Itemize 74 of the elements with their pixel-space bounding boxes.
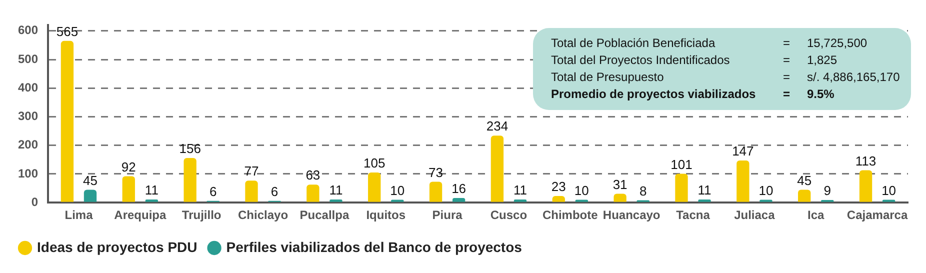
data-label: 92: [121, 159, 136, 174]
data-label: 11: [513, 182, 527, 198]
data-label: 9: [824, 183, 831, 198]
data-label: 105: [364, 156, 386, 171]
y-tick-label: 0: [31, 194, 38, 209]
data-label: 10: [574, 182, 589, 198]
x-tick-label: Trujillo: [182, 208, 222, 222]
data-label: 10: [882, 182, 896, 198]
bar: [184, 158, 196, 202]
y-tick-label: 500: [18, 52, 38, 66]
bar: [859, 170, 872, 202]
x-tick-label: Tacna: [676, 208, 710, 222]
data-label: 77: [244, 164, 259, 179]
text: Total de Población Beneficiada = 15,725,500: [551, 36, 868, 50]
data-label: 31: [612, 176, 628, 192]
data-label: 147: [732, 144, 754, 159]
data-label: 234: [486, 118, 508, 134]
bar: [490, 136, 504, 202]
y-tick-label: 100: [18, 166, 38, 180]
legend-label: Perfiles viabilizados del Banco de proyectos: [226, 238, 522, 255]
bar: [245, 180, 258, 202]
data-label: 10: [390, 182, 405, 198]
x-tick-label: Ica: [808, 208, 825, 222]
data-label: 73: [428, 164, 444, 180]
data-label: 45: [83, 172, 98, 188]
bar: [736, 160, 750, 202]
data-label: 8: [639, 183, 647, 198]
x-tick-label: Chiclayo: [238, 208, 288, 222]
x-tick-label: Cusco: [490, 208, 528, 222]
bar: [84, 190, 97, 202]
data-label: 16: [452, 181, 466, 196]
data-label: 11: [698, 182, 712, 198]
text: Total de Presupuesto = s/. 4,886,165,170: [551, 70, 900, 84]
x-tick-label: Arequipa: [114, 208, 166, 222]
x-tick-label: Cajamarca: [846, 208, 908, 222]
data-label: 6: [270, 184, 278, 199]
bar: [798, 190, 811, 202]
bar: [429, 182, 442, 202]
data-label: 11: [144, 182, 158, 198]
bar: [145, 199, 158, 202]
bar: [122, 176, 135, 202]
x-tick-label: Huancayo: [602, 208, 660, 222]
x-tick-label: Lima: [64, 208, 94, 222]
bar: [452, 198, 466, 202]
bar: [306, 184, 320, 202]
text: Promedio de proyectos viabilizados = 9.5%: [551, 87, 834, 101]
bar: [368, 172, 381, 202]
bar: [330, 199, 342, 202]
x-tick-label: Juliaca: [734, 208, 776, 222]
y-tick-label: 200: [18, 138, 38, 152]
bar: [698, 199, 711, 202]
bar: [60, 40, 74, 202]
legend-label: Ideas de proyectos PDU: [37, 238, 198, 255]
data-label: 10: [758, 182, 774, 198]
data-label: 45: [797, 172, 812, 188]
bar: [614, 194, 626, 202]
text: Total del Proyectos Indentificados = 1,825: [551, 53, 838, 67]
y-tick-label: 600: [18, 23, 38, 38]
x-tick-label: Chimbote: [542, 208, 598, 222]
data-label: 11: [329, 182, 343, 198]
data-label: 23: [551, 179, 566, 194]
data-label: 565: [56, 24, 78, 40]
x-tick-label: Pucallpa: [300, 208, 350, 222]
data-label: 101: [670, 156, 692, 172]
bar: [514, 199, 527, 202]
data-label: 6: [209, 184, 217, 199]
data-label: 63: [306, 168, 320, 183]
x-tick-label: Piura: [432, 208, 463, 222]
y-tick-label: 400: [18, 80, 38, 94]
x-tick-label: Iquitos: [366, 208, 406, 222]
bar: [675, 174, 688, 202]
y-tick-label: 300: [18, 109, 38, 124]
bar: [552, 196, 565, 202]
data-label: 113: [855, 153, 876, 168]
